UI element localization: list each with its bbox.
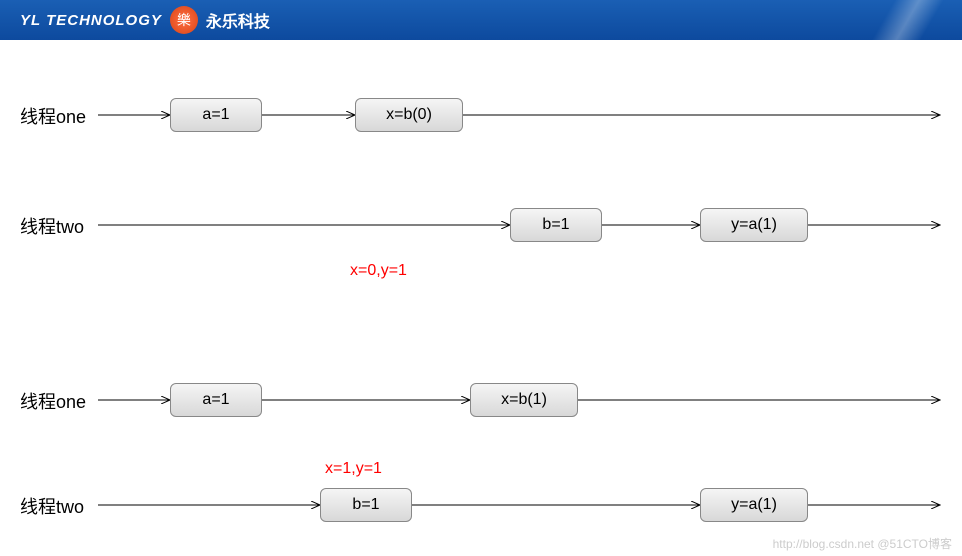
thread-label: 线程two bbox=[20, 213, 84, 239]
flow-node: y=a(1) bbox=[700, 208, 808, 242]
thread-label: 线程one bbox=[20, 103, 86, 129]
header-decoration bbox=[782, 0, 962, 40]
result-annotation: x=1,y=1 bbox=[325, 460, 382, 478]
flow-node: x=b(1) bbox=[470, 383, 578, 417]
flow-node: a=1 bbox=[170, 98, 262, 132]
result-annotation: x=0,y=1 bbox=[350, 262, 407, 280]
thread-label: 线程two bbox=[20, 493, 84, 519]
flow-node: y=a(1) bbox=[700, 488, 808, 522]
diagram-area: http://blog.csdn.net @51CTO博客 线程one a=1 x=… bbox=[0, 40, 962, 556]
arrow-layer bbox=[0, 40, 962, 556]
flow-node: b=1 bbox=[320, 488, 412, 522]
watermark-text: http://blog.csdn.net @51CTO博客 bbox=[773, 535, 952, 552]
flow-node: b=1 bbox=[510, 208, 602, 242]
header-bar: YL TECHNOLOGY 樂 永乐科技 bbox=[0, 0, 962, 40]
thread-label: 线程one bbox=[20, 388, 86, 414]
header-brand-cn: 永乐科技 bbox=[206, 8, 270, 32]
header-brand-en: YL TECHNOLOGY bbox=[20, 12, 162, 29]
flow-node: x=b(0) bbox=[355, 98, 463, 132]
flow-node: a=1 bbox=[170, 383, 262, 417]
brand-logo-icon: 樂 bbox=[170, 6, 198, 34]
